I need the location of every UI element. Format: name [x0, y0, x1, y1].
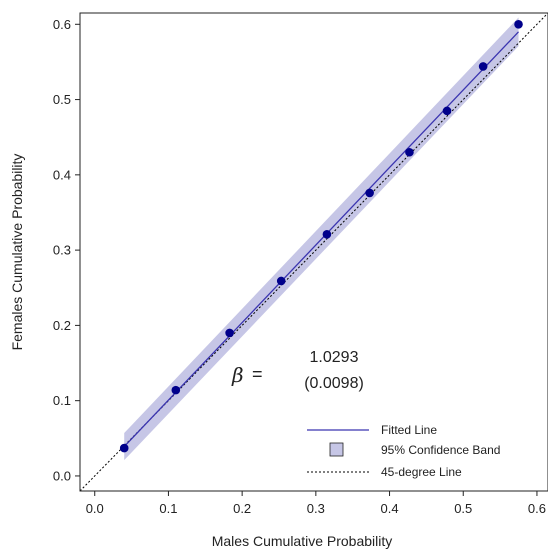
data-point	[225, 328, 234, 338]
y-tick-label: 0.1	[53, 393, 71, 408]
x-tick-label: 0.3	[307, 501, 325, 516]
beta-equals: =	[252, 364, 263, 384]
legend-fitted-line-label: Fitted Line	[381, 423, 437, 437]
y-tick-label: 0.4	[53, 167, 71, 182]
data-point	[365, 188, 374, 198]
x-axis-label: Males Cumulative Probability	[212, 533, 393, 549]
data-point	[119, 443, 129, 453]
data-point	[276, 276, 286, 286]
beta-value: 1.0293	[310, 349, 359, 366]
y-axis-label: Females Cumulative Probability	[9, 154, 25, 351]
data-point	[442, 106, 452, 116]
legend: Fitted Line 95% Confidence Band 45-degre…	[307, 423, 500, 479]
x-tick-label: 0.0	[86, 501, 104, 516]
data-point	[322, 230, 332, 239]
data-point	[478, 62, 488, 71]
diagonal-45-degree-line	[79, 12, 548, 492]
x-tick-label: 0.6	[528, 501, 546, 516]
y-tick-label: 0.0	[53, 468, 71, 483]
beta-symbol: β	[231, 363, 244, 387]
data-point	[171, 385, 181, 395]
legend-45-degree-line-label: 45-degree Line	[381, 465, 462, 479]
x-tick-label: 0.5	[454, 501, 472, 516]
y-tick-label: 0.2	[53, 318, 71, 333]
x-tick-label: 0.2	[233, 501, 251, 516]
data-point	[405, 147, 414, 157]
legend-confidence-band-label: 95% Confidence Band	[381, 443, 500, 457]
x-tick-label: 0.4	[381, 501, 399, 516]
y-tick-label: 0.6	[53, 17, 71, 32]
y-tick-label: 0.5	[53, 92, 71, 107]
diagonal-layer	[79, 12, 548, 492]
y-tick-label: 0.3	[53, 243, 71, 258]
x-tick-label: 0.1	[159, 501, 177, 516]
data-points-layer	[119, 19, 523, 453]
beta-standard-error: (0.0098)	[304, 375, 364, 392]
x-axis-ticks: 0.0 0.1 0.2 0.3 0.4 0.5 0.6	[86, 491, 546, 516]
plot-frame	[79, 12, 548, 492]
fitted-line	[123, 31, 519, 448]
legend-confidence-band-swatch	[329, 442, 344, 457]
beta-annotation: β = 1.0293 (0.0098)	[231, 349, 364, 392]
data-point	[514, 19, 523, 29]
y-axis-ticks: 0.0 0.1 0.2 0.3 0.4 0.5 0.6	[53, 17, 80, 483]
fitted-line-layer	[123, 31, 519, 448]
